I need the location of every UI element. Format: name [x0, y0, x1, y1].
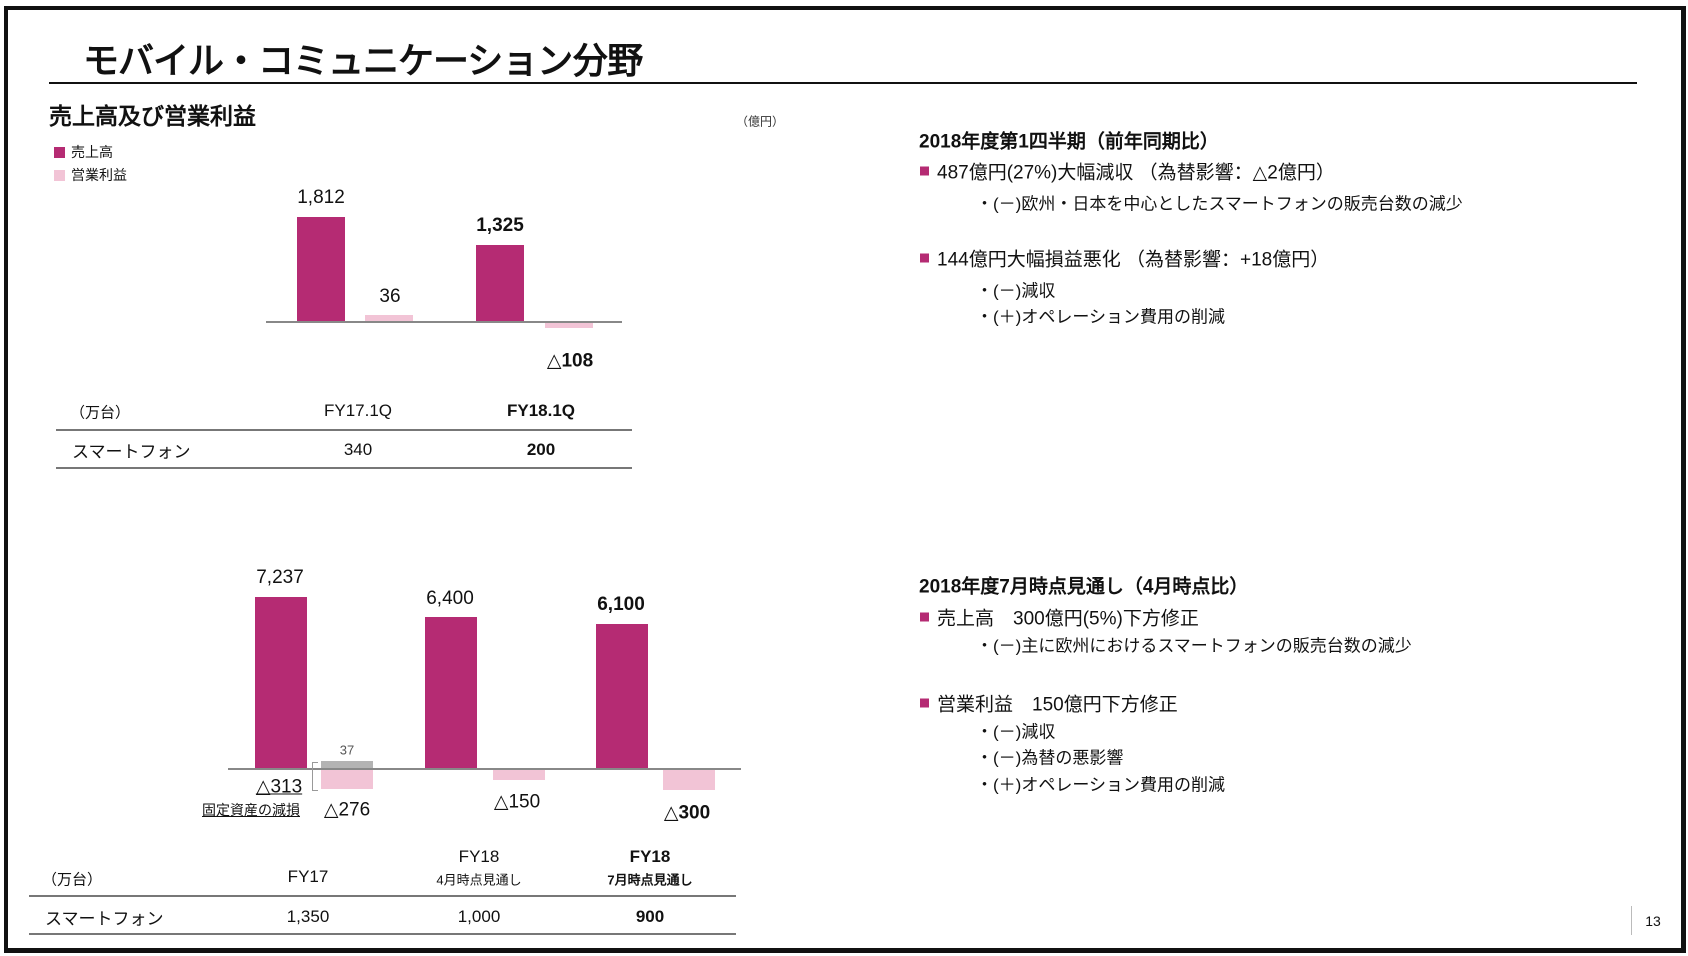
bullet-text: 営業利益 150億円下方修正: [937, 694, 1178, 716]
sales-bar: [596, 623, 648, 768]
title-divider: [49, 82, 1637, 84]
section2-heading: 2018年度7月時点見通し（4月時点比）: [919, 576, 1249, 598]
section2-subpoint: ・(－)主に欧州におけるスマートフォンの販売台数の減少: [976, 636, 1412, 656]
bullet-square-icon: [920, 166, 929, 176]
table1-rule: [56, 429, 632, 431]
bullet-text: 487億円(27%)大幅減収 （為替影響：△2億円）: [937, 162, 1335, 184]
data-label: △150: [493, 791, 541, 813]
table2-header: FY17: [287, 867, 329, 886]
sales-bar: [297, 216, 345, 321]
profit-bar: [493, 770, 545, 781]
data-label: 1,325: [476, 215, 524, 236]
chart1-baseline: [266, 321, 622, 323]
data-label: 6,100: [597, 594, 645, 615]
data-label: △108: [546, 350, 594, 372]
section1-bullet: 144億円大幅損益悪化 （為替影響：+18億円）: [920, 245, 1329, 272]
data-label: 7,237: [256, 567, 304, 588]
section2-subpoint: ・(＋)オペレーション費用の削減: [976, 775, 1225, 795]
profit-bar: [321, 770, 373, 789]
data-label: 36: [379, 286, 401, 307]
sales-bar: [255, 596, 307, 768]
data-label: 6,400: [426, 588, 474, 609]
data-label: △276: [323, 799, 371, 821]
table1-cell: 200: [526, 440, 556, 459]
legend-item-profit: 営業利益: [54, 165, 127, 185]
section1-heading: 2018年度第1四半期（前年同期比）: [919, 131, 1219, 153]
section2-subpoint: ・(－)減収: [976, 722, 1056, 742]
section1-subpoint: ・(－)減収: [976, 281, 1056, 301]
fy17-excluding-impairment-bar: [321, 761, 373, 768]
profit-bar: [365, 314, 413, 321]
bullet-text: 144億円大幅損益悪化 （為替影響：+18億円）: [937, 249, 1330, 271]
section1-subpoint: ・(＋)オペレーション費用の削減: [976, 307, 1225, 327]
table1-row-label: スマートフォン: [72, 442, 191, 462]
section2-bullet: 売上高 300億円(5%)下方修正: [920, 604, 1199, 631]
table1-header: FY18.1Q: [506, 401, 576, 420]
table1-rule: [56, 467, 632, 469]
section1-subpoint: ・(－)欧州・日本を中心としたスマートフォンの販売台数の減少: [976, 194, 1463, 214]
bullet-text: 売上高 300億円(5%)下方修正: [937, 608, 1199, 630]
table2-row-label: スマートフォン: [45, 909, 164, 929]
legend-label: 売上高: [71, 144, 113, 160]
table1-unit: （万台）: [70, 404, 131, 422]
table2-cell: 1,000: [457, 907, 501, 926]
table1-header: FY17.1Q: [323, 401, 393, 420]
data-label: △300: [663, 802, 711, 824]
section2-bullet: 営業利益 150億円下方修正: [920, 690, 1178, 717]
legend-swatch-sales: [54, 146, 65, 158]
table2-cell: 1,350: [286, 907, 330, 926]
slide-frame: [4, 6, 1686, 953]
bullet-square-icon: [920, 612, 929, 622]
bullet-square-icon: [920, 698, 929, 708]
table2-subheader: 7月時点見通し: [607, 872, 693, 888]
impairment-note: 固定資産の減損: [202, 802, 300, 818]
sales-bar: [425, 616, 477, 768]
legend-item-sales: 売上高: [54, 142, 113, 162]
table2-header: FY18: [458, 847, 500, 866]
table2-rule: [29, 933, 736, 935]
table2-cell: 900: [635, 907, 665, 926]
page-title: モバイル・コミュニケーション分野: [83, 40, 643, 81]
legend-swatch-profit: [54, 169, 65, 181]
table2-header: FY18: [629, 847, 671, 866]
chart2-baseline: [228, 768, 741, 770]
table1-cell: 340: [343, 440, 373, 459]
chart-section-title: 売上高及び営業利益: [49, 103, 256, 129]
profit-bar: [663, 770, 715, 791]
legend-label: 営業利益: [71, 167, 127, 183]
table2-unit: （万台）: [42, 871, 103, 889]
table2-subheader: 4月時点見通し: [436, 872, 522, 888]
impairment-label: △313: [255, 776, 303, 798]
section1-bullet: 487億円(27%)大幅減収 （為替影響：△2億円）: [920, 158, 1335, 185]
impairment-bracket: [312, 762, 318, 791]
bullet-square-icon: [920, 253, 929, 263]
data-label: 1,812: [297, 187, 345, 208]
section2-subpoint: ・(－)為替の悪影響: [976, 748, 1124, 768]
unit-label-yen: （億円）: [735, 114, 785, 129]
page-number: 13: [1645, 913, 1661, 929]
data-label: 37: [339, 742, 355, 758]
table2-rule: [29, 895, 736, 897]
sales-bar: [476, 244, 524, 321]
page-number-divider: [1631, 906, 1632, 935]
profit-bar: [545, 323, 593, 328]
